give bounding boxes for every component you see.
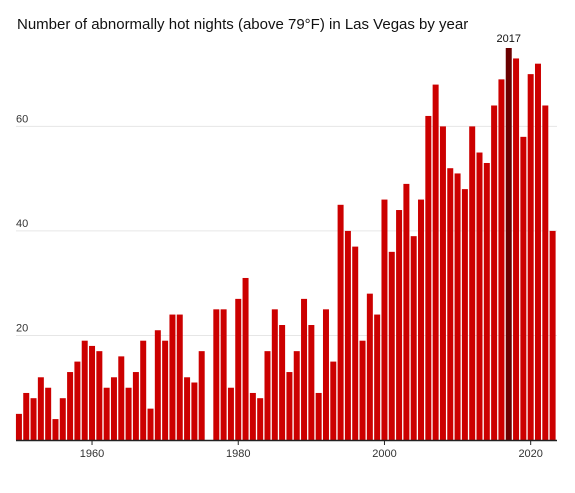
x-tick-label-1960: 1960 — [80, 448, 104, 460]
bar-1961 — [96, 351, 103, 440]
bar-2013 — [476, 152, 483, 440]
bar-1956 — [59, 398, 66, 440]
bar-1987 — [286, 372, 293, 440]
bar-1972 — [176, 314, 183, 440]
bar-1969 — [154, 330, 161, 440]
bar-1979 — [227, 387, 234, 440]
bar-2015 — [491, 105, 498, 441]
bar-1973 — [184, 377, 191, 440]
x-tick-label-1980: 1980 — [226, 448, 250, 460]
bar-2004 — [410, 236, 417, 440]
gridlines — [16, 125, 557, 336]
bar-1966 — [132, 372, 139, 440]
bar-1954 — [45, 387, 52, 440]
y-tick-label-40: 40 — [16, 218, 28, 230]
bar-1997 — [359, 340, 366, 440]
bar-1970 — [162, 340, 169, 440]
bar-1991 — [315, 392, 322, 440]
x-tick-label-2020: 2020 — [518, 448, 542, 460]
bar-1988 — [293, 351, 300, 440]
bar-1955 — [52, 419, 59, 440]
y-tick-label-20: 20 — [16, 322, 28, 334]
bar-1993 — [330, 361, 337, 440]
bar-2008 — [439, 126, 446, 441]
bar-2020 — [527, 74, 534, 440]
bar-1960 — [89, 345, 96, 440]
bar-1996 — [352, 246, 359, 440]
bar-2014 — [483, 162, 490, 441]
bar-1974 — [191, 382, 198, 440]
bar-2007 — [432, 84, 439, 440]
bar-2018 — [513, 58, 520, 440]
highlight-label: 2017 — [497, 33, 521, 45]
bar-1985 — [271, 309, 278, 440]
bar-2012 — [469, 126, 476, 441]
bar-2009 — [447, 168, 454, 440]
bar-1992 — [322, 309, 329, 440]
bar-1967 — [140, 340, 147, 440]
bar-1971 — [169, 314, 176, 440]
bar-1951 — [23, 392, 30, 440]
bar-1977 — [213, 309, 220, 440]
bar-1953 — [37, 377, 44, 440]
bar-1982 — [249, 392, 256, 440]
bar-1994 — [337, 204, 344, 440]
bar-1999 — [374, 314, 381, 440]
bar-1984 — [264, 351, 271, 440]
bar-1964 — [118, 356, 125, 440]
bar-1990 — [308, 325, 315, 440]
bar-2005 — [418, 199, 425, 440]
bar-2001 — [388, 251, 395, 440]
bar-1962 — [103, 387, 110, 440]
bar-1980 — [235, 298, 242, 440]
bar-1978 — [220, 309, 227, 440]
bar-1975 — [198, 351, 205, 440]
bar-2006 — [425, 115, 432, 440]
bar-1995 — [344, 230, 351, 440]
bar-2017 — [505, 48, 512, 440]
bar-2021 — [534, 63, 541, 441]
bar-2023 — [549, 230, 556, 440]
bar-2000 — [381, 199, 388, 440]
bar-1950 — [15, 413, 22, 440]
bar-1957 — [67, 372, 74, 440]
y-tick-label-60: 60 — [16, 113, 28, 125]
x-tick-label-2000: 2000 — [372, 448, 396, 460]
bar-1965 — [125, 387, 132, 440]
bar-1998 — [366, 293, 373, 440]
bar-1986 — [279, 325, 286, 440]
bar-1981 — [242, 277, 249, 440]
bar-2016 — [498, 79, 505, 441]
bar-2011 — [461, 189, 468, 440]
bar-2003 — [403, 183, 410, 440]
bar-1963 — [110, 377, 117, 440]
bar-2010 — [454, 173, 461, 440]
bar-1989 — [301, 298, 308, 440]
bar-2019 — [520, 136, 527, 440]
bar-1968 — [147, 408, 154, 440]
bar-1958 — [74, 361, 81, 440]
bar-1983 — [257, 398, 264, 440]
chart-title: Number of abnormally hot nights (above 7… — [17, 16, 469, 33]
bar-1959 — [81, 340, 88, 440]
bar-1952 — [30, 398, 37, 440]
bars — [15, 48, 556, 441]
bar-2002 — [396, 210, 403, 440]
axes: 20 40 60 1960 1980 2000 2020 2017 — [16, 33, 557, 460]
bar-2022 — [542, 105, 549, 441]
